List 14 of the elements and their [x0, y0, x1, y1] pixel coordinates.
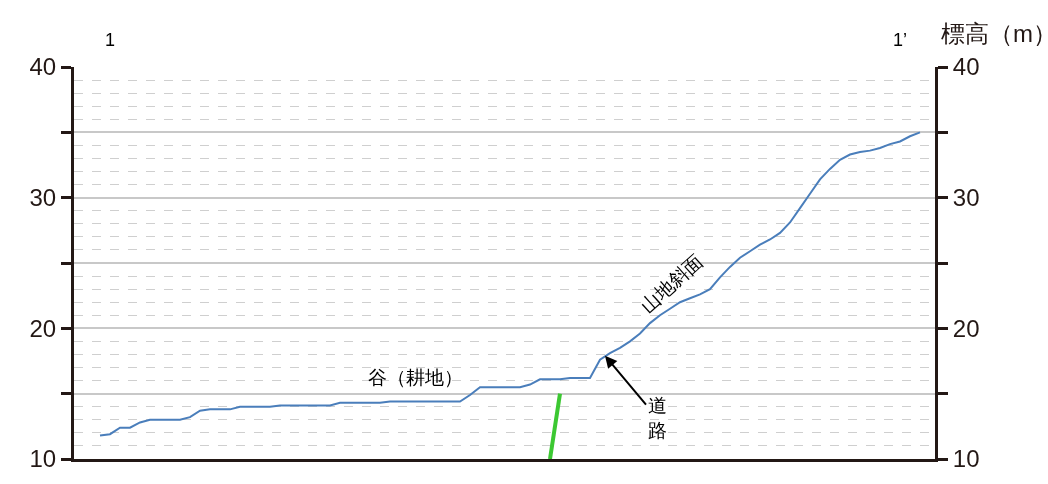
- y-tick-label: 30: [29, 184, 57, 212]
- y2-tick-label: 20: [952, 314, 980, 342]
- text: 1’: [893, 30, 908, 50]
- y2-axis-title: 標高（m）: [941, 20, 1048, 47]
- y-tick-label: 40: [29, 53, 57, 81]
- y-tick-label: 10: [29, 445, 57, 473]
- text: 1: [105, 30, 116, 50]
- annotation: 谷（耕地）: [368, 367, 463, 388]
- annotation: 道路: [648, 395, 667, 441]
- y2-tick-label: 30: [952, 184, 980, 212]
- y-tick-label: 20: [29, 314, 57, 342]
- y2-tick-label: 40: [952, 53, 980, 81]
- y2-tick-label: 10: [952, 445, 980, 473]
- annotation: 山地斜面: [636, 250, 707, 317]
